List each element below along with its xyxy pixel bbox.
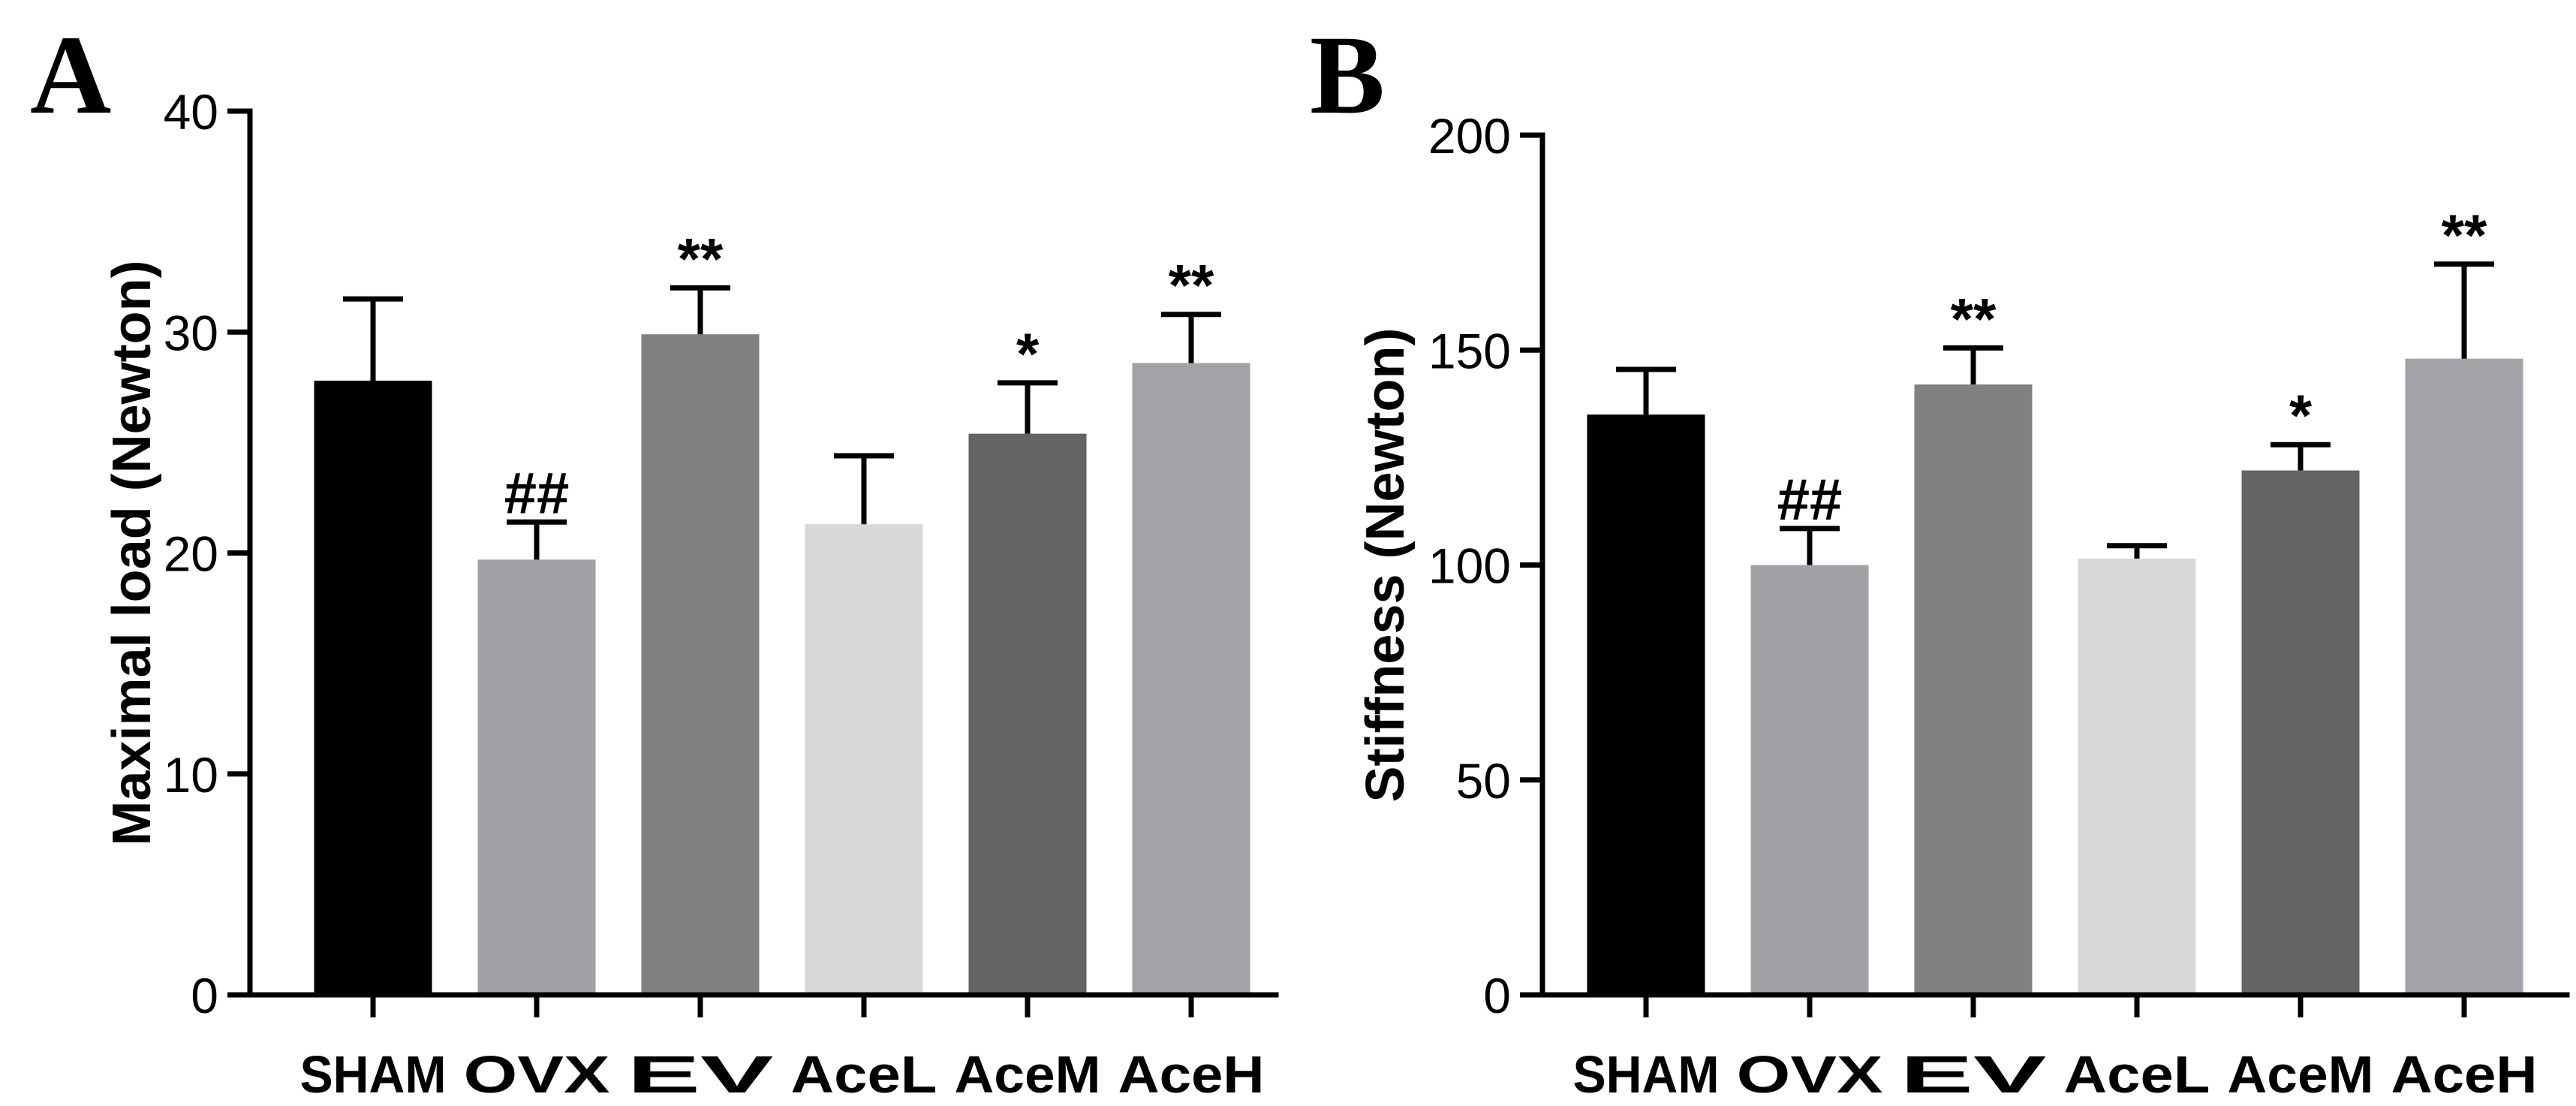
panel-a-x-label-aceh: AceH [1118, 1045, 1265, 1104]
panel-b-significance-acem: * [2289, 382, 2313, 448]
panel-a-x-label-ovx: OVX [464, 1045, 610, 1104]
panel-a-x-label-ev: EV [627, 1045, 775, 1104]
panel-b-bar-sham [1587, 414, 1705, 995]
panel-b-bar-aceh [2405, 358, 2523, 995]
panel-b-bar-acem [2241, 470, 2360, 995]
panel-a-letter: A [30, 13, 111, 137]
panel-a-bar-sham [314, 380, 432, 995]
panel-b-x-label-ev: EV [1900, 1045, 2048, 1104]
panel-a-significance-aceh: ** [1169, 252, 1214, 318]
panel-a-y-tick-label-0: 0 [191, 968, 218, 1023]
panel-b-x-label-sham: SHAM [1573, 1045, 1720, 1104]
panel-a-x-label-acem: AceM [955, 1045, 1101, 1104]
panel-a-bar-acel [805, 524, 923, 995]
panel-b-y-tick-label-50: 50 [1456, 753, 1511, 809]
panel-b-x-label-acem: AceM [2228, 1045, 2374, 1104]
panel-b-y-tick-label-200: 200 [1428, 108, 1511, 164]
panel-b-y-tick-label-0: 0 [1483, 968, 1511, 1023]
panel-a-y-tick-label-20: 20 [164, 526, 218, 582]
panel-b-x-label-acel: AceL [2064, 1045, 2210, 1104]
panel-a-y-tick-label-30: 30 [164, 305, 218, 360]
panel-a-x-label-acel: AceL [791, 1045, 937, 1104]
panel-b-significance-ev: ** [1951, 285, 1997, 351]
panel-a-significance-ovx: ## [504, 460, 570, 526]
panel-b-bar-ev [1914, 384, 2033, 995]
panel-a-x-label-sham: SHAM [300, 1045, 447, 1104]
panel-b-y-tick-label-150: 150 [1428, 323, 1511, 378]
panel-a-bar-aceh [1132, 363, 1250, 995]
panel-b-bar-acel [2078, 558, 2196, 995]
panel-a-y-tick-label-40: 40 [164, 84, 218, 140]
panel-b-y-tick-label-100: 100 [1428, 538, 1511, 594]
panel-b-x-label-ovx: OVX [1737, 1045, 1883, 1104]
panel-a-bar-acem [968, 433, 1087, 995]
panel-b-letter: B [1310, 13, 1385, 137]
panel-b-bar-ovx [1750, 565, 1869, 995]
panel-b-y-axis-title: Stiffness (Newton) [1356, 327, 1416, 802]
panel-a-significance-acem: * [1016, 321, 1040, 387]
panel-a-bar-ev [641, 334, 760, 995]
panel-b-significance-aceh: ** [2442, 202, 2487, 268]
panel-a-y-axis-title: Maximal load (Newton) [102, 260, 162, 845]
panel-b-significance-ovx: ## [1777, 466, 1843, 532]
panel-a-y-tick-label-10: 10 [164, 747, 218, 803]
panel-a-significance-ev: ** [678, 225, 724, 291]
panel-a-bar-ovx [477, 559, 596, 995]
panel-b-x-label-aceh: AceH [2391, 1045, 2538, 1104]
